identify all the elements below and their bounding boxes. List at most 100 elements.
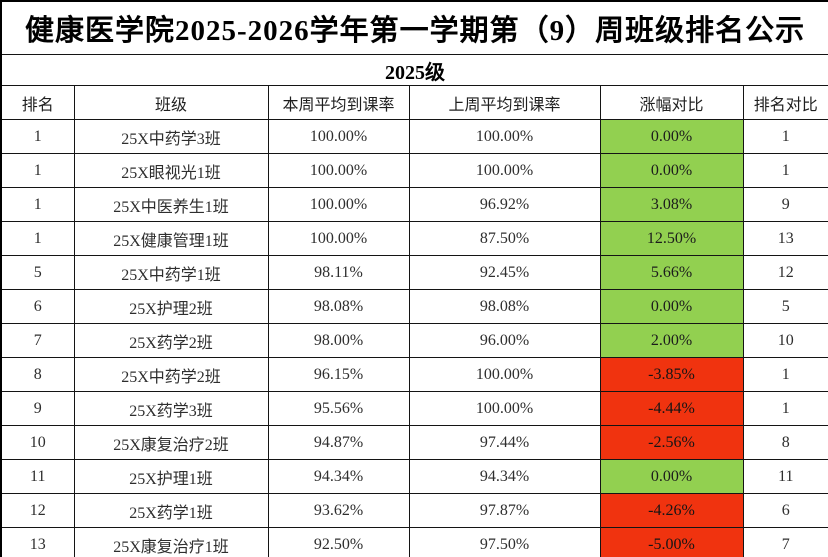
rank-compare-cell: 1	[742, 119, 828, 154]
rank-cell: 8	[0, 357, 75, 392]
table-row: 13 25X康复治疗1班 92.50% 97.50% -5.00% 7	[0, 527, 828, 557]
this-week-rate-cell: 98.11%	[267, 255, 410, 290]
last-week-rate-cell: 96.00%	[408, 323, 601, 358]
col-header-change: 涨幅对比	[599, 85, 744, 120]
last-week-rate-cell: 97.50%	[408, 527, 601, 557]
class-name-cell: 25X康复治疗2班	[73, 425, 269, 460]
last-week-rate-cell: 94.34%	[408, 459, 601, 494]
col-header-rank-compare: 排名对比	[742, 85, 828, 120]
rank-compare-cell: 1	[742, 391, 828, 426]
col-header-class: 班级	[73, 85, 269, 120]
rank-cell: 10	[0, 425, 75, 460]
change-cell: 0.00%	[599, 153, 744, 188]
rank-cell: 1	[0, 119, 75, 154]
this-week-rate-cell: 96.15%	[267, 357, 410, 392]
this-week-rate-cell: 94.87%	[267, 425, 410, 460]
table-row: 1 25X中药学3班 100.00% 100.00% 0.00% 1	[0, 119, 828, 154]
rank-cell: 6	[0, 289, 75, 324]
change-cell: -2.56%	[599, 425, 744, 460]
change-cell: 0.00%	[599, 119, 744, 154]
last-week-rate-cell: 97.44%	[408, 425, 601, 460]
class-name-cell: 25X护理1班	[73, 459, 269, 494]
grade-band-row: 2025级	[0, 54, 828, 86]
col-header-rank: 排名	[0, 85, 75, 120]
page-title: 健康医学院2025-2026学年第一学期第（9）周班级排名公示	[0, 0, 828, 55]
grade-label: 2025级	[0, 54, 828, 86]
this-week-rate-cell: 95.56%	[267, 391, 410, 426]
rank-cell: 5	[0, 255, 75, 290]
last-week-rate-cell: 87.50%	[408, 221, 601, 256]
change-cell: 3.08%	[599, 187, 744, 222]
class-name-cell: 25X中药学3班	[73, 119, 269, 154]
rank-cell: 9	[0, 391, 75, 426]
rank-compare-cell: 7	[742, 527, 828, 557]
last-week-rate-cell: 100.00%	[408, 357, 601, 392]
table-row: 9 25X药学3班 95.56% 100.00% -4.44% 1	[0, 391, 828, 426]
change-cell: 2.00%	[599, 323, 744, 358]
this-week-rate-cell: 94.34%	[267, 459, 410, 494]
last-week-rate-cell: 98.08%	[408, 289, 601, 324]
rank-cell: 1	[0, 153, 75, 188]
this-week-rate-cell: 100.00%	[267, 153, 410, 188]
this-week-rate-cell: 98.00%	[267, 323, 410, 358]
change-cell: 0.00%	[599, 459, 744, 494]
class-name-cell: 25X眼视光1班	[73, 153, 269, 188]
last-week-rate-cell: 96.92%	[408, 187, 601, 222]
col-header-this-week: 本周平均到课率	[267, 85, 410, 120]
class-name-cell: 25X护理2班	[73, 289, 269, 324]
table-row: 10 25X康复治疗2班 94.87% 97.44% -2.56% 8	[0, 425, 828, 460]
table-row: 8 25X中药学2班 96.15% 100.00% -3.85% 1	[0, 357, 828, 392]
this-week-rate-cell: 93.62%	[267, 493, 410, 528]
change-cell: -3.85%	[599, 357, 744, 392]
change-cell: 12.50%	[599, 221, 744, 256]
column-header-row: 排名 班级 本周平均到课率 上周平均到课率 涨幅对比 排名对比	[0, 85, 828, 120]
col-header-last-week: 上周平均到课率	[408, 85, 601, 120]
table-row: 1 25X健康管理1班 100.00% 87.50% 12.50% 13	[0, 221, 828, 256]
last-week-rate-cell: 92.45%	[408, 255, 601, 290]
rank-compare-cell: 11	[742, 459, 828, 494]
table-row: 6 25X护理2班 98.08% 98.08% 0.00% 5	[0, 289, 828, 324]
rank-cell: 7	[0, 323, 75, 358]
rank-cell: 11	[0, 459, 75, 494]
last-week-rate-cell: 100.00%	[408, 391, 601, 426]
class-name-cell: 25X康复治疗1班	[73, 527, 269, 557]
table-row: 12 25X药学1班 93.62% 97.87% -4.26% 6	[0, 493, 828, 528]
change-cell: -4.44%	[599, 391, 744, 426]
rank-compare-cell: 1	[742, 153, 828, 188]
rank-compare-cell: 12	[742, 255, 828, 290]
class-name-cell: 25X药学1班	[73, 493, 269, 528]
change-cell: -5.00%	[599, 527, 744, 557]
rank-cell: 1	[0, 221, 75, 256]
rank-compare-cell: 5	[742, 289, 828, 324]
rank-cell: 12	[0, 493, 75, 528]
rank-compare-cell: 8	[742, 425, 828, 460]
rank-compare-cell: 13	[742, 221, 828, 256]
rank-compare-cell: 6	[742, 493, 828, 528]
change-cell: 0.00%	[599, 289, 744, 324]
rank-cell: 13	[0, 527, 75, 557]
class-name-cell: 25X健康管理1班	[73, 221, 269, 256]
change-cell: 5.66%	[599, 255, 744, 290]
class-name-cell: 25X中药学1班	[73, 255, 269, 290]
this-week-rate-cell: 92.50%	[267, 527, 410, 557]
last-week-rate-cell: 100.00%	[408, 119, 601, 154]
class-name-cell: 25X中药学2班	[73, 357, 269, 392]
this-week-rate-cell: 100.00%	[267, 221, 410, 256]
table-row: 5 25X中药学1班 98.11% 92.45% 5.66% 12	[0, 255, 828, 290]
rank-cell: 1	[0, 187, 75, 222]
table-row: 7 25X药学2班 98.00% 96.00% 2.00% 10	[0, 323, 828, 358]
class-name-cell: 25X药学2班	[73, 323, 269, 358]
last-week-rate-cell: 100.00%	[408, 153, 601, 188]
this-week-rate-cell: 98.08%	[267, 289, 410, 324]
table-row: 1 25X眼视光1班 100.00% 100.00% 0.00% 1	[0, 153, 828, 188]
class-name-cell: 25X药学3班	[73, 391, 269, 426]
last-week-rate-cell: 97.87%	[408, 493, 601, 528]
table-row: 11 25X护理1班 94.34% 94.34% 0.00% 11	[0, 459, 828, 494]
rank-compare-cell: 1	[742, 357, 828, 392]
change-cell: -4.26%	[599, 493, 744, 528]
rank-compare-cell: 10	[742, 323, 828, 358]
table-row: 1 25X中医养生1班 100.00% 96.92% 3.08% 9	[0, 187, 828, 222]
this-week-rate-cell: 100.00%	[267, 119, 410, 154]
